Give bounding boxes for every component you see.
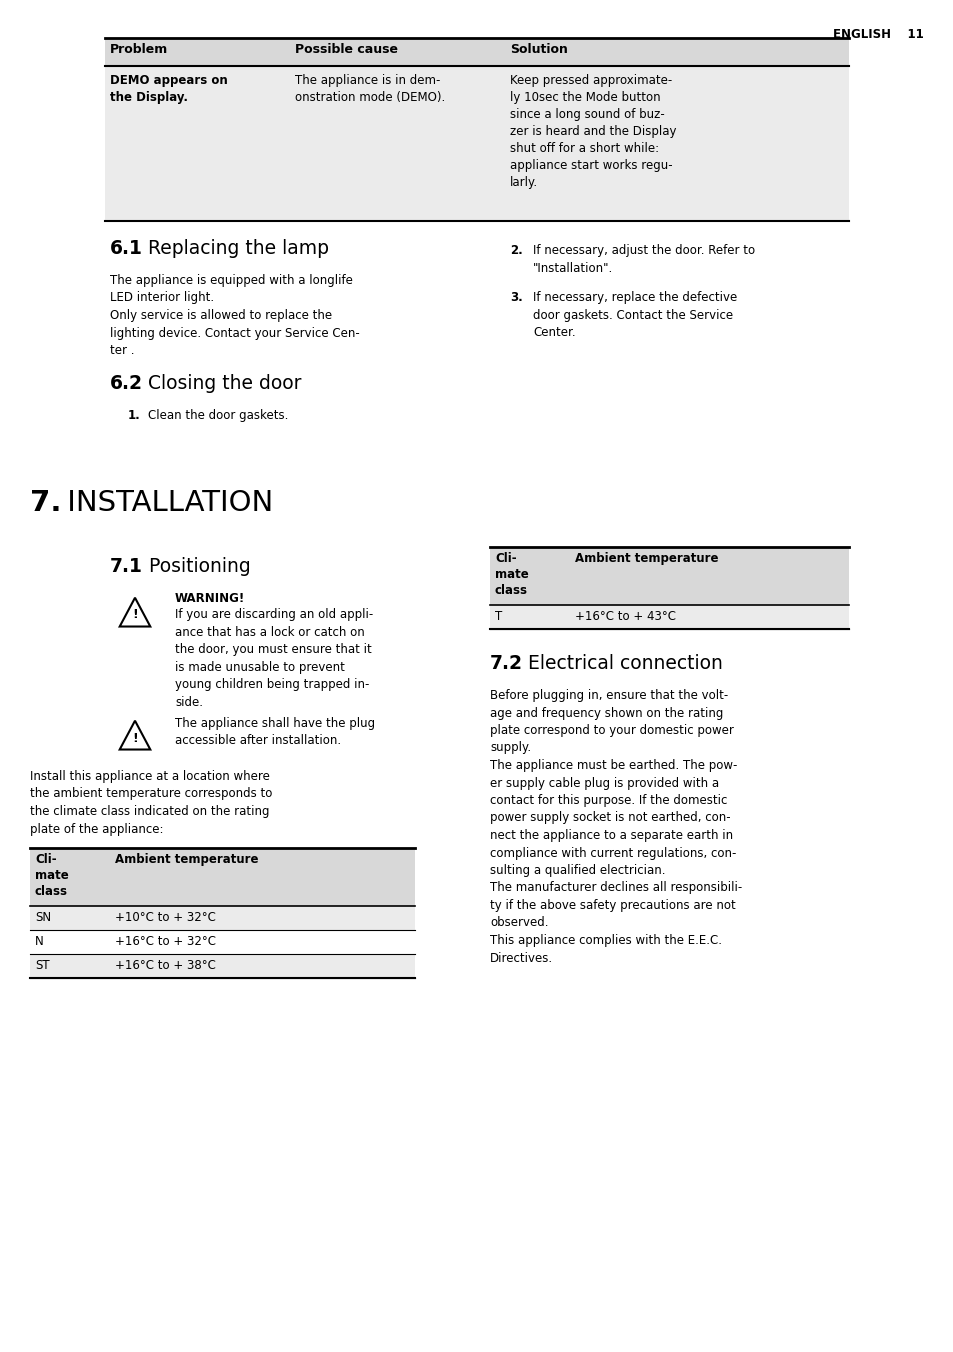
Text: DEMO appears on
the Display.: DEMO appears on the Display. xyxy=(110,74,228,104)
Text: SN: SN xyxy=(35,911,51,923)
Text: Ambient temperature: Ambient temperature xyxy=(575,552,718,565)
Text: Closing the door: Closing the door xyxy=(142,375,301,393)
Text: If you are discarding an old appli-
ance that has a lock or catch on
the door, y: If you are discarding an old appli- ance… xyxy=(174,608,373,708)
Bar xyxy=(30,930,415,955)
Text: 1.: 1. xyxy=(128,410,141,422)
Text: Keep pressed approximate-
ly 10sec the Mode button
since a long sound of buz-
ze: Keep pressed approximate- ly 10sec the M… xyxy=(510,74,676,189)
Text: Positioning: Positioning xyxy=(143,557,251,576)
Text: T: T xyxy=(495,610,501,623)
Bar xyxy=(30,906,415,930)
Text: +10°C to + 32°C: +10°C to + 32°C xyxy=(115,911,215,923)
Text: If necessary, replace the defective
door gaskets. Contact the Service
Center.: If necessary, replace the defective door… xyxy=(533,291,737,339)
Text: WARNING!: WARNING! xyxy=(174,592,245,604)
Text: N: N xyxy=(35,936,44,948)
Text: 2.: 2. xyxy=(510,243,522,257)
Text: +16°C to + 43°C: +16°C to + 43°C xyxy=(575,610,676,623)
Text: !: ! xyxy=(132,731,138,745)
Bar xyxy=(105,38,848,66)
Text: Clean the door gaskets.: Clean the door gaskets. xyxy=(148,410,288,422)
Text: 6.1: 6.1 xyxy=(110,239,143,258)
Bar xyxy=(30,955,415,977)
Text: Problem: Problem xyxy=(110,43,168,55)
Text: 6.2: 6.2 xyxy=(110,375,143,393)
Bar xyxy=(490,548,848,604)
Text: 7.: 7. xyxy=(30,489,61,516)
Bar xyxy=(105,66,848,220)
Text: Solution: Solution xyxy=(510,43,567,55)
Text: The appliance shall have the plug
accessible after installation.: The appliance shall have the plug access… xyxy=(174,717,375,748)
Text: ENGLISH    11: ENGLISH 11 xyxy=(832,28,923,41)
Text: 3.: 3. xyxy=(510,291,522,304)
Text: +16°C to + 32°C: +16°C to + 32°C xyxy=(115,936,215,948)
Text: The appliance is in dem-
onstration mode (DEMO).: The appliance is in dem- onstration mode… xyxy=(294,74,445,104)
Text: +16°C to + 38°C: +16°C to + 38°C xyxy=(115,959,215,972)
Text: Ambient temperature: Ambient temperature xyxy=(115,853,258,867)
Bar xyxy=(30,848,415,906)
Bar xyxy=(490,604,848,629)
Text: If necessary, adjust the door. Refer to
"Installation".: If necessary, adjust the door. Refer to … xyxy=(533,243,755,274)
Text: Replacing the lamp: Replacing the lamp xyxy=(142,239,329,258)
Text: Possible cause: Possible cause xyxy=(294,43,397,55)
Text: Cli-
mate
class: Cli- mate class xyxy=(495,552,528,598)
Text: Install this appliance at a location where
the ambient temperature corresponds t: Install this appliance at a location whe… xyxy=(30,771,273,836)
Text: Electrical connection: Electrical connection xyxy=(521,654,722,673)
Text: 7.1: 7.1 xyxy=(110,557,143,576)
Text: The appliance is equipped with a longlife
LED interior light.
Only service is al: The appliance is equipped with a longlif… xyxy=(110,274,359,357)
Text: Cli-
mate
class: Cli- mate class xyxy=(35,853,69,898)
Text: ST: ST xyxy=(35,959,50,972)
Text: Before plugging in, ensure that the volt-
age and frequency shown on the rating
: Before plugging in, ensure that the volt… xyxy=(490,690,741,964)
Text: 7.2: 7.2 xyxy=(490,654,522,673)
Text: !: ! xyxy=(132,608,138,622)
Text: INSTALLATION: INSTALLATION xyxy=(58,489,273,516)
